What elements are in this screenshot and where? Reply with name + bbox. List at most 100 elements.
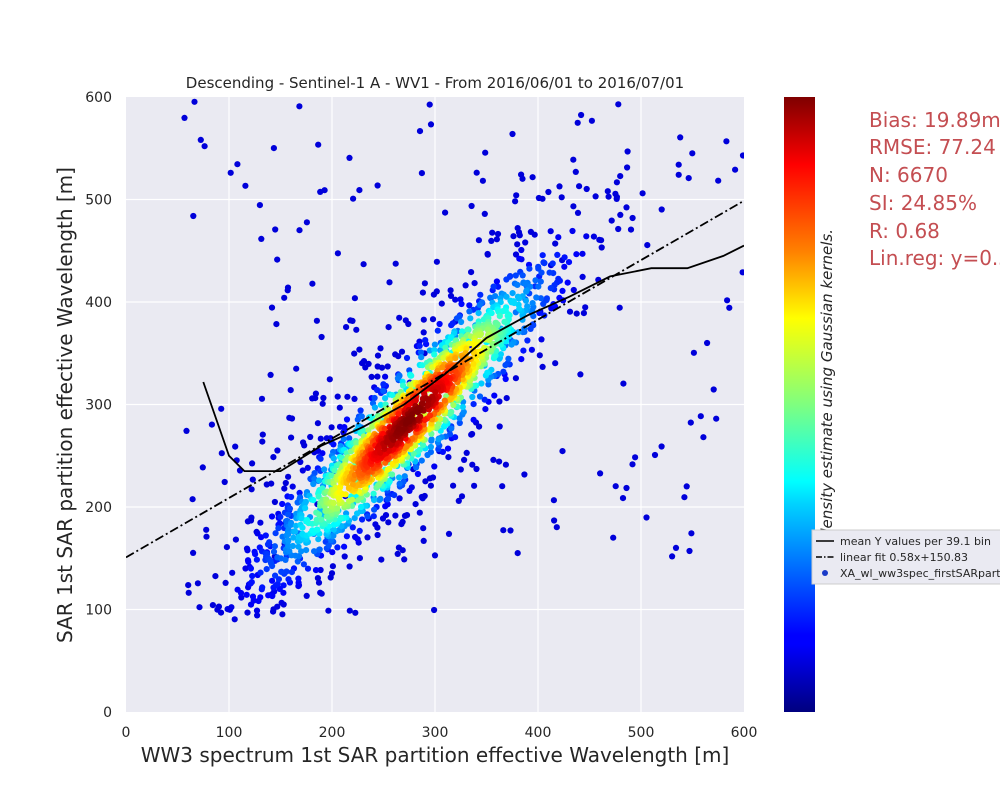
scatter-point — [470, 401, 477, 408]
scatter-point — [488, 310, 495, 317]
scatter-point — [334, 393, 341, 400]
scatter-point — [447, 287, 454, 294]
scatter-point — [300, 439, 307, 446]
scatter-point — [445, 530, 453, 538]
scatter-point — [189, 496, 196, 503]
scatter-point — [280, 582, 287, 589]
scatter-point — [412, 442, 419, 449]
scatter-point — [316, 477, 323, 484]
scatter-point — [470, 416, 477, 423]
scatter-point — [491, 392, 498, 399]
scatter-point — [196, 604, 203, 611]
scatter-point — [570, 203, 577, 210]
scatter-point — [201, 143, 208, 150]
scatter-point — [285, 511, 292, 518]
scatter-point — [566, 308, 574, 315]
scatter-point — [494, 230, 502, 238]
scatter-point — [247, 565, 254, 572]
scatter-point — [524, 337, 531, 344]
x-tick-label: 200 — [319, 725, 346, 741]
scatter-point — [380, 381, 387, 388]
scatter-point — [424, 451, 431, 459]
scatter-point — [484, 369, 491, 376]
scatter-point — [658, 206, 665, 213]
scatter-point — [319, 400, 326, 407]
scatter-point — [284, 284, 292, 291]
scatter-point — [408, 372, 415, 379]
scatter-point — [507, 527, 514, 534]
scatter-point — [312, 395, 319, 402]
scatter-point — [345, 484, 353, 491]
scatter-point — [296, 103, 303, 110]
y-tick-label: 600 — [85, 90, 112, 106]
scatter-point — [371, 497, 378, 504]
scatter-point — [476, 393, 484, 400]
scatter-point — [724, 297, 731, 304]
scatter-point — [374, 352, 382, 359]
scatter-point — [288, 521, 295, 528]
scatter-point — [452, 296, 459, 303]
scatter-point — [623, 484, 630, 492]
scatter-point — [439, 364, 446, 371]
scatter-point — [278, 568, 285, 575]
scatter-point — [592, 193, 599, 200]
scatter-point — [482, 149, 489, 156]
scatter-point — [518, 246, 525, 254]
scatter-point — [274, 603, 281, 610]
scatter-point — [629, 461, 636, 468]
scatter-point — [651, 451, 659, 459]
scatter-point — [382, 503, 389, 510]
scatter-point — [572, 168, 579, 175]
scatter-point — [384, 466, 391, 473]
scatter-point — [247, 517, 255, 524]
scatter-point — [391, 492, 398, 499]
scatter-point — [382, 395, 389, 402]
scatter-point — [295, 543, 302, 550]
scatter-point — [509, 290, 516, 297]
scatter-point — [346, 435, 353, 442]
scatter-point — [488, 237, 495, 244]
scatter-point — [433, 258, 440, 265]
scatter-point — [343, 416, 351, 423]
scatter-point — [221, 478, 228, 486]
scatter-point — [420, 525, 427, 532]
scatter-point — [257, 594, 264, 601]
stat-rmse: RMSE: 77.24 — [869, 135, 996, 159]
scatter-point — [315, 579, 323, 586]
scatter-point — [424, 402, 431, 409]
scatter-point — [475, 237, 482, 244]
scatter-point — [700, 434, 707, 441]
scatter-point — [273, 321, 280, 328]
scatter-point — [509, 130, 516, 138]
scatter-point — [351, 295, 358, 302]
scatter-point — [288, 434, 295, 441]
scatter-point — [278, 599, 285, 606]
scatter-point — [191, 98, 198, 105]
scatter-point — [492, 293, 499, 300]
scatter-point — [573, 310, 580, 317]
y-axis-label: SAR 1st SAR partition effective Waveleng… — [53, 167, 77, 643]
scatter-point — [340, 436, 347, 443]
scatter-point — [540, 300, 547, 307]
scatter-point — [447, 334, 454, 342]
scatter-point — [687, 419, 694, 426]
scatter-point — [190, 212, 197, 220]
scatter-point — [629, 214, 636, 222]
scatter-point — [739, 269, 744, 276]
scatter-point — [429, 316, 437, 323]
scatter-point — [374, 363, 381, 370]
scatter-point — [244, 547, 251, 554]
scatter-point — [619, 495, 627, 502]
scatter-point — [510, 233, 517, 240]
scatter-point — [325, 607, 332, 614]
scatter-point — [270, 608, 277, 615]
scatter-point — [249, 476, 256, 483]
scatter-point — [518, 356, 525, 363]
axis-ticks: 0 100 200 300 400 500 600 0 100 200 300 400 500 600 — [85, 90, 757, 741]
scatter-point — [503, 276, 510, 283]
scatter-point — [282, 556, 289, 564]
scatter-point — [427, 443, 434, 451]
scatter-point — [303, 547, 310, 554]
x-tick-label: 0 — [122, 725, 131, 741]
scatter-point — [254, 612, 261, 619]
